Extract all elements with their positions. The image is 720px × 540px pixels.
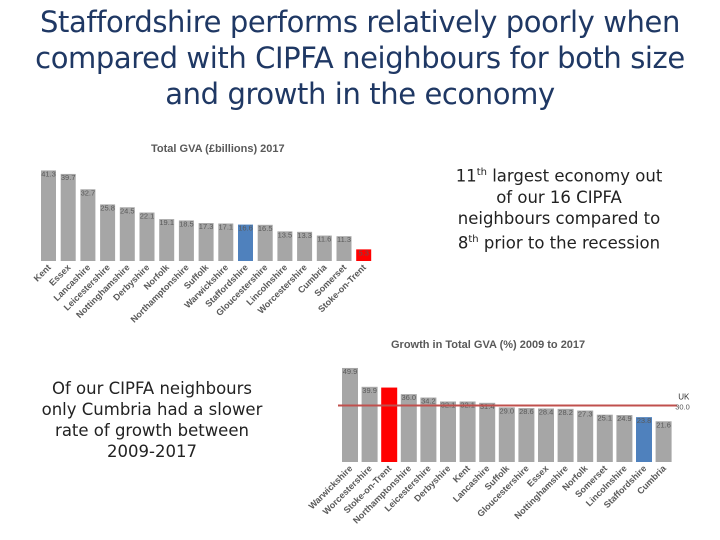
gva-bar-essex [60, 173, 76, 261]
page-title: Staffordshire performs relatively poorly… [35, 5, 685, 111]
gva-value-label: 32.7 [81, 188, 96, 197]
growth-bar-lincolnshire [616, 415, 633, 462]
gva-bar-warwickshire [218, 223, 234, 261]
gva-value-label: 11.3 [337, 235, 351, 244]
gva-value-label: 13.5 [278, 230, 293, 239]
note-text-3: prior to the recession [478, 233, 661, 252]
gva-bar-lincolnshire [277, 231, 293, 261]
note-superscript-1: th [476, 167, 487, 178]
gva-value-label: 39.7 [61, 173, 76, 182]
gva-bar-northamptonshire [178, 220, 194, 261]
growth-bar-stoke-on-trent [381, 387, 398, 462]
gva-bar-suffolk [198, 223, 214, 261]
total-gva-chart-title: Total GVA (£billions) 2017 [151, 143, 285, 155]
gva-value-label: 5.3 [358, 248, 368, 257]
growth-bar-staffordshire [636, 417, 652, 462]
gva-value-label: 11.6 [317, 235, 331, 244]
growth-bar-gloucestershire [518, 408, 535, 462]
gva-bar-somerset [336, 236, 352, 261]
size-ranking-note: 11th largest economy out of our 16 CIPFA… [452, 162, 666, 253]
growth-bar-derbyshire [440, 401, 456, 462]
gva-value-label: 17.1 [218, 222, 233, 231]
gva-bar-norfolk [159, 219, 175, 261]
gva-bar-kent [41, 170, 56, 261]
gva-bar-cumbria [316, 235, 332, 261]
note-superscript-2: th [468, 233, 479, 245]
growth-value-label: 39.9 [362, 386, 377, 395]
gva-value-label: 22.1 [140, 212, 155, 221]
growth-bar-somerset [596, 414, 613, 462]
gva-value-label: 25.8 [100, 203, 115, 212]
growth-bar-nottinghamshire [557, 408, 574, 462]
growth-bar-cumbria [655, 421, 672, 462]
growth-uk-value-label: 30.0 [675, 402, 690, 411]
growth-value-label: 28.2 [558, 408, 573, 417]
growth-bar-warwickshire [342, 367, 358, 462]
gva-bar-derbyshire [139, 212, 155, 261]
growth-value-label: 21.6 [656, 420, 671, 429]
growth-value-label: 24.9 [617, 414, 632, 423]
growth-gva-chart-title: Growth in Total GVA (%) 2009 to 2017 [391, 339, 585, 351]
growth-bar-suffolk [498, 407, 515, 462]
gva-value-label: 19.1 [159, 218, 174, 227]
gva-value-label: 24.5 [120, 206, 135, 215]
gva-value-label: 13.3 [297, 231, 312, 240]
note-text-1: 11 [455, 166, 477, 186]
gva-value-label: 18.5 [179, 219, 194, 228]
growth-bar-leicestershire [420, 397, 437, 462]
gva-value-label: 41.3 [41, 169, 56, 178]
gva-bar-lancashire [80, 189, 96, 261]
gva-bar-nottinghamshire [119, 207, 135, 261]
growth-ranking-note: Of our CIPFA neighbours only Cumbria had… [41, 379, 263, 461]
growth-bar-norfolk [577, 410, 594, 462]
gva-value-label: 16.6 [238, 224, 253, 233]
growth-value-label: 25.1 [597, 414, 612, 423]
growth-bar-northamptonshire [400, 394, 417, 462]
gva-bar-stoke-on-trent [356, 249, 372, 261]
growth-value-label: 49.9 [343, 367, 358, 376]
gva-bar-leicestershire [100, 204, 116, 261]
growth-gva-chart: Growth in Total GVA (%) 2009 to 2017 49.… [307, 339, 690, 526]
growth-bar-kent [459, 401, 476, 462]
growth-value-label: 34.2 [421, 397, 436, 406]
growth-bar-essex [538, 408, 554, 462]
growth-value-label: 36.0 [401, 393, 416, 402]
growth-value-label: 28.6 [519, 407, 534, 416]
growth-value-label: 28.4 [539, 407, 554, 416]
total-gva-chart: Total GVA (£billions) 2017 41.3Kent39.7E… [32, 143, 372, 325]
gva-value-label: 17.3 [199, 222, 214, 231]
growth-bar-lancashire [479, 402, 496, 462]
gva-value-label: 16.5 [258, 224, 273, 233]
gva-bar-worcestershire [297, 231, 313, 261]
gva-bar-gloucestershire [257, 224, 273, 261]
growth-value-label: 29.0 [499, 406, 514, 415]
growth-value-label: 27.3 [578, 410, 593, 419]
gva-bar-staffordshire [238, 224, 253, 261]
note-text-2: largest economy out of our 16 CIPFA neig… [457, 166, 663, 253]
growth-value-label: 23.8 [637, 416, 652, 425]
growth-uk-label: UK [678, 392, 690, 401]
growth-bar-worcestershire [361, 386, 378, 462]
